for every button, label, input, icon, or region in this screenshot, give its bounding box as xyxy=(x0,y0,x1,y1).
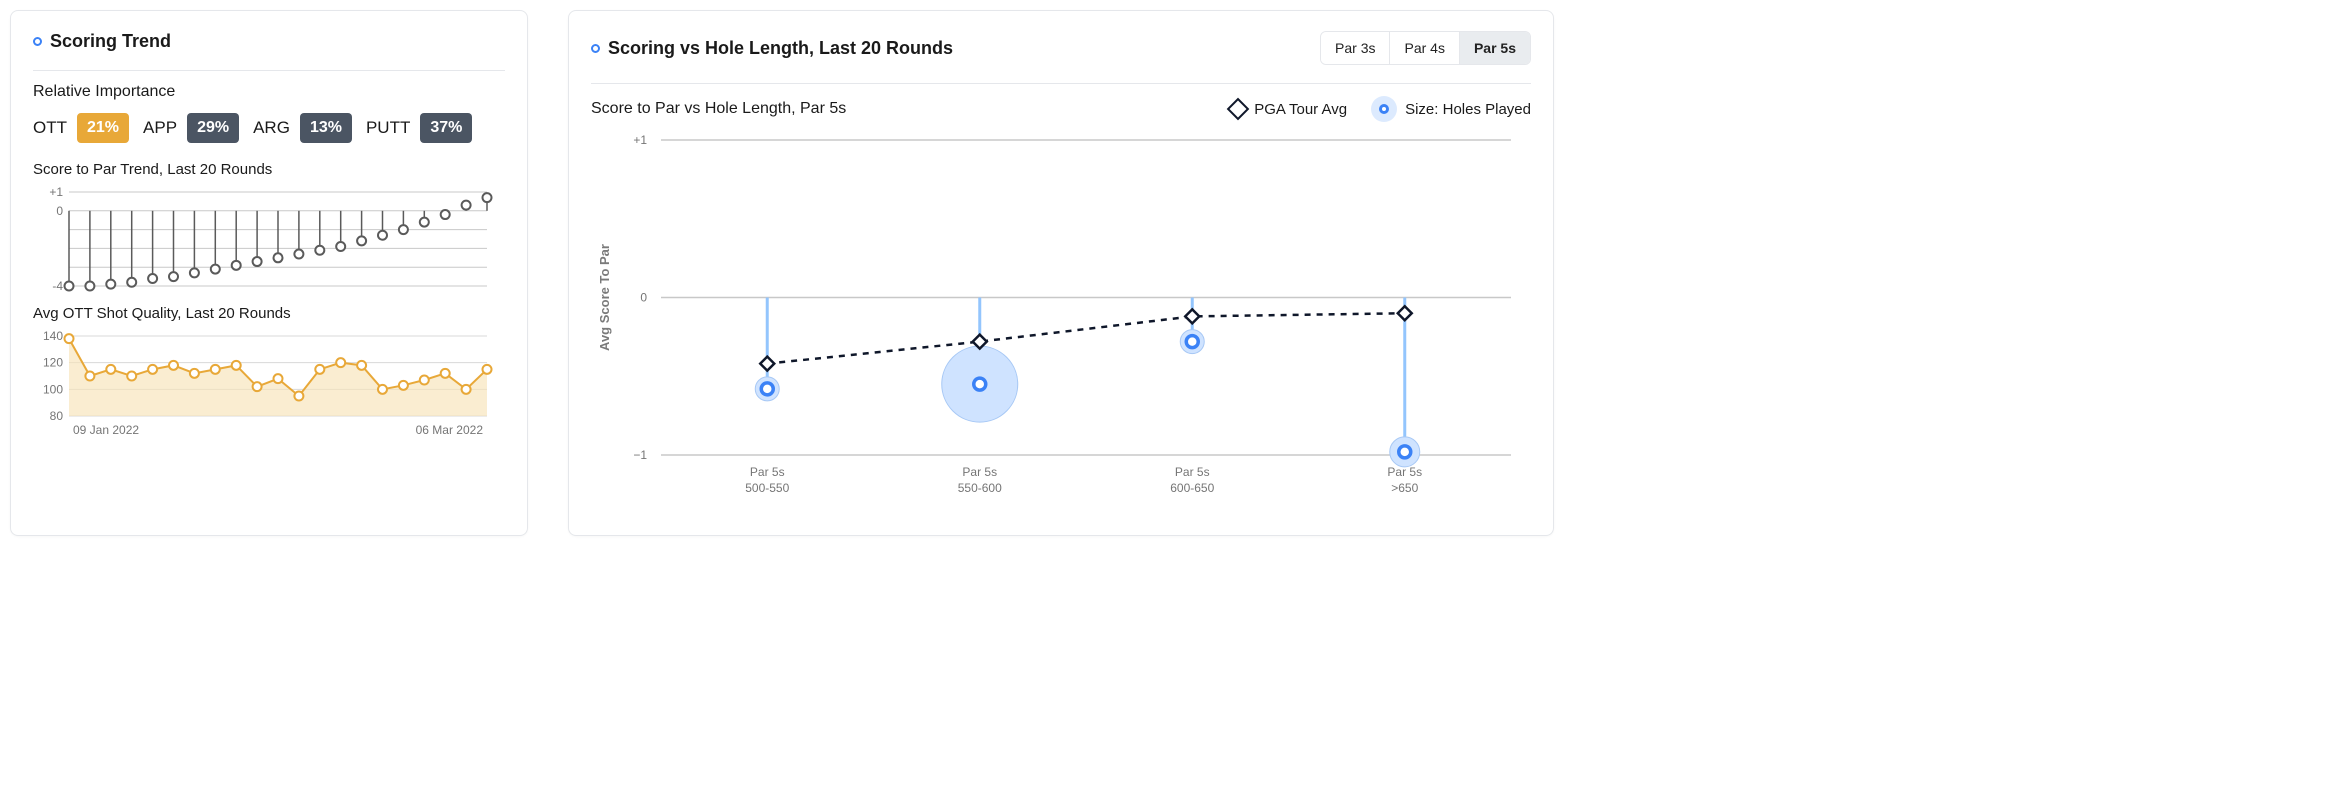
svg-text:500-550: 500-550 xyxy=(745,481,789,495)
importance-item: PUTT 37% xyxy=(366,113,472,143)
svg-text:550-600: 550-600 xyxy=(958,481,1002,495)
importance-label: ARG xyxy=(253,118,290,138)
svg-text:+1: +1 xyxy=(49,185,63,199)
importance-label: OTT xyxy=(33,118,67,138)
svg-text:06 Mar 2022: 06 Mar 2022 xyxy=(416,423,484,437)
svg-text:0: 0 xyxy=(640,291,647,305)
score-trend-title: Score to Par Trend, Last 20 Rounds xyxy=(33,161,505,178)
diamond-icon xyxy=(1227,98,1250,121)
svg-text:+1: +1 xyxy=(633,133,647,147)
card-title: Scoring vs Hole Length, Last 20 Rounds xyxy=(591,38,953,59)
importance-pill: 37% xyxy=(420,113,472,143)
score-trend-chart: -4 0 +1 xyxy=(33,184,493,294)
card-header: Scoring Trend xyxy=(33,31,505,71)
importance-item: APP 29% xyxy=(143,113,239,143)
legend-pga-label: PGA Tour Avg xyxy=(1254,101,1347,118)
ott-quality-chart: 80 100 120 140 09 Jan 2022 06 Mar 2022 xyxy=(33,328,493,438)
title-text: Scoring Trend xyxy=(50,31,171,52)
svg-text:>650: >650 xyxy=(1391,481,1418,495)
svg-text:Avg Score To Par: Avg Score To Par xyxy=(597,244,612,351)
card-header: Scoring vs Hole Length, Last 20 Rounds P… xyxy=(591,31,1531,84)
importance-label: APP xyxy=(143,118,177,138)
scoring-trend-card: Scoring Trend Relative Importance OTT 21%… xyxy=(10,10,528,536)
par-segment-button[interactable]: Par 4s xyxy=(1389,32,1458,64)
bullet-icon xyxy=(33,37,42,46)
scoring-vs-length-card: Scoring vs Hole Length, Last 20 Rounds P… xyxy=(568,10,1554,536)
right-subheader: Score to Par vs Hole Length, Par 5s PGA … xyxy=(591,96,1531,122)
card-title: Scoring Trend xyxy=(33,31,171,52)
importance-pill: 21% xyxy=(77,113,129,143)
right-subtitle: Score to Par vs Hole Length, Par 5s xyxy=(591,100,846,118)
hole-length-chart: −1 0 +1 Avg Score To Par Par 5s 500-550 Par 5s… xyxy=(591,130,1531,510)
svg-text:80: 80 xyxy=(50,409,64,423)
legend-bubble: Size: Holes Played xyxy=(1371,96,1531,122)
importance-item: OTT 21% xyxy=(33,113,129,143)
importance-item: ARG 13% xyxy=(253,113,352,143)
legend: PGA Tour Avg Size: Holes Played xyxy=(1230,96,1531,122)
svg-text:Par 5s: Par 5s xyxy=(1387,465,1422,479)
importance-pill: 29% xyxy=(187,113,239,143)
title-text: Scoring vs Hole Length, Last 20 Rounds xyxy=(608,38,953,59)
svg-text:120: 120 xyxy=(43,356,63,370)
svg-text:Par 5s: Par 5s xyxy=(1175,465,1210,479)
relative-importance-label: Relative Importance xyxy=(33,83,505,101)
bullseye-icon xyxy=(1371,96,1397,122)
svg-text:100: 100 xyxy=(43,382,63,396)
ott-quality-title: Avg OTT Shot Quality, Last 20 Rounds xyxy=(33,305,505,322)
par-segment-button[interactable]: Par 3s xyxy=(1321,32,1389,64)
relative-importance-row: OTT 21% APP 29% ARG 13% PUTT 37% xyxy=(33,113,505,143)
svg-text:600-650: 600-650 xyxy=(1170,481,1214,495)
legend-bubble-label: Size: Holes Played xyxy=(1405,101,1531,118)
svg-text:Par 5s: Par 5s xyxy=(962,465,997,479)
bullet-icon xyxy=(591,44,600,53)
importance-pill: 13% xyxy=(300,113,352,143)
importance-label: PUTT xyxy=(366,118,410,138)
svg-text:-4: -4 xyxy=(52,279,63,293)
svg-text:Par 5s: Par 5s xyxy=(750,465,785,479)
svg-text:0: 0 xyxy=(56,204,63,218)
par-segment-button[interactable]: Par 5s xyxy=(1459,32,1530,64)
svg-text:09 Jan 2022: 09 Jan 2022 xyxy=(73,423,139,437)
svg-text:140: 140 xyxy=(43,329,63,343)
svg-text:−1: −1 xyxy=(633,448,647,462)
par-segment-control: Par 3sPar 4sPar 5s xyxy=(1320,31,1531,65)
legend-pga: PGA Tour Avg xyxy=(1230,101,1347,118)
